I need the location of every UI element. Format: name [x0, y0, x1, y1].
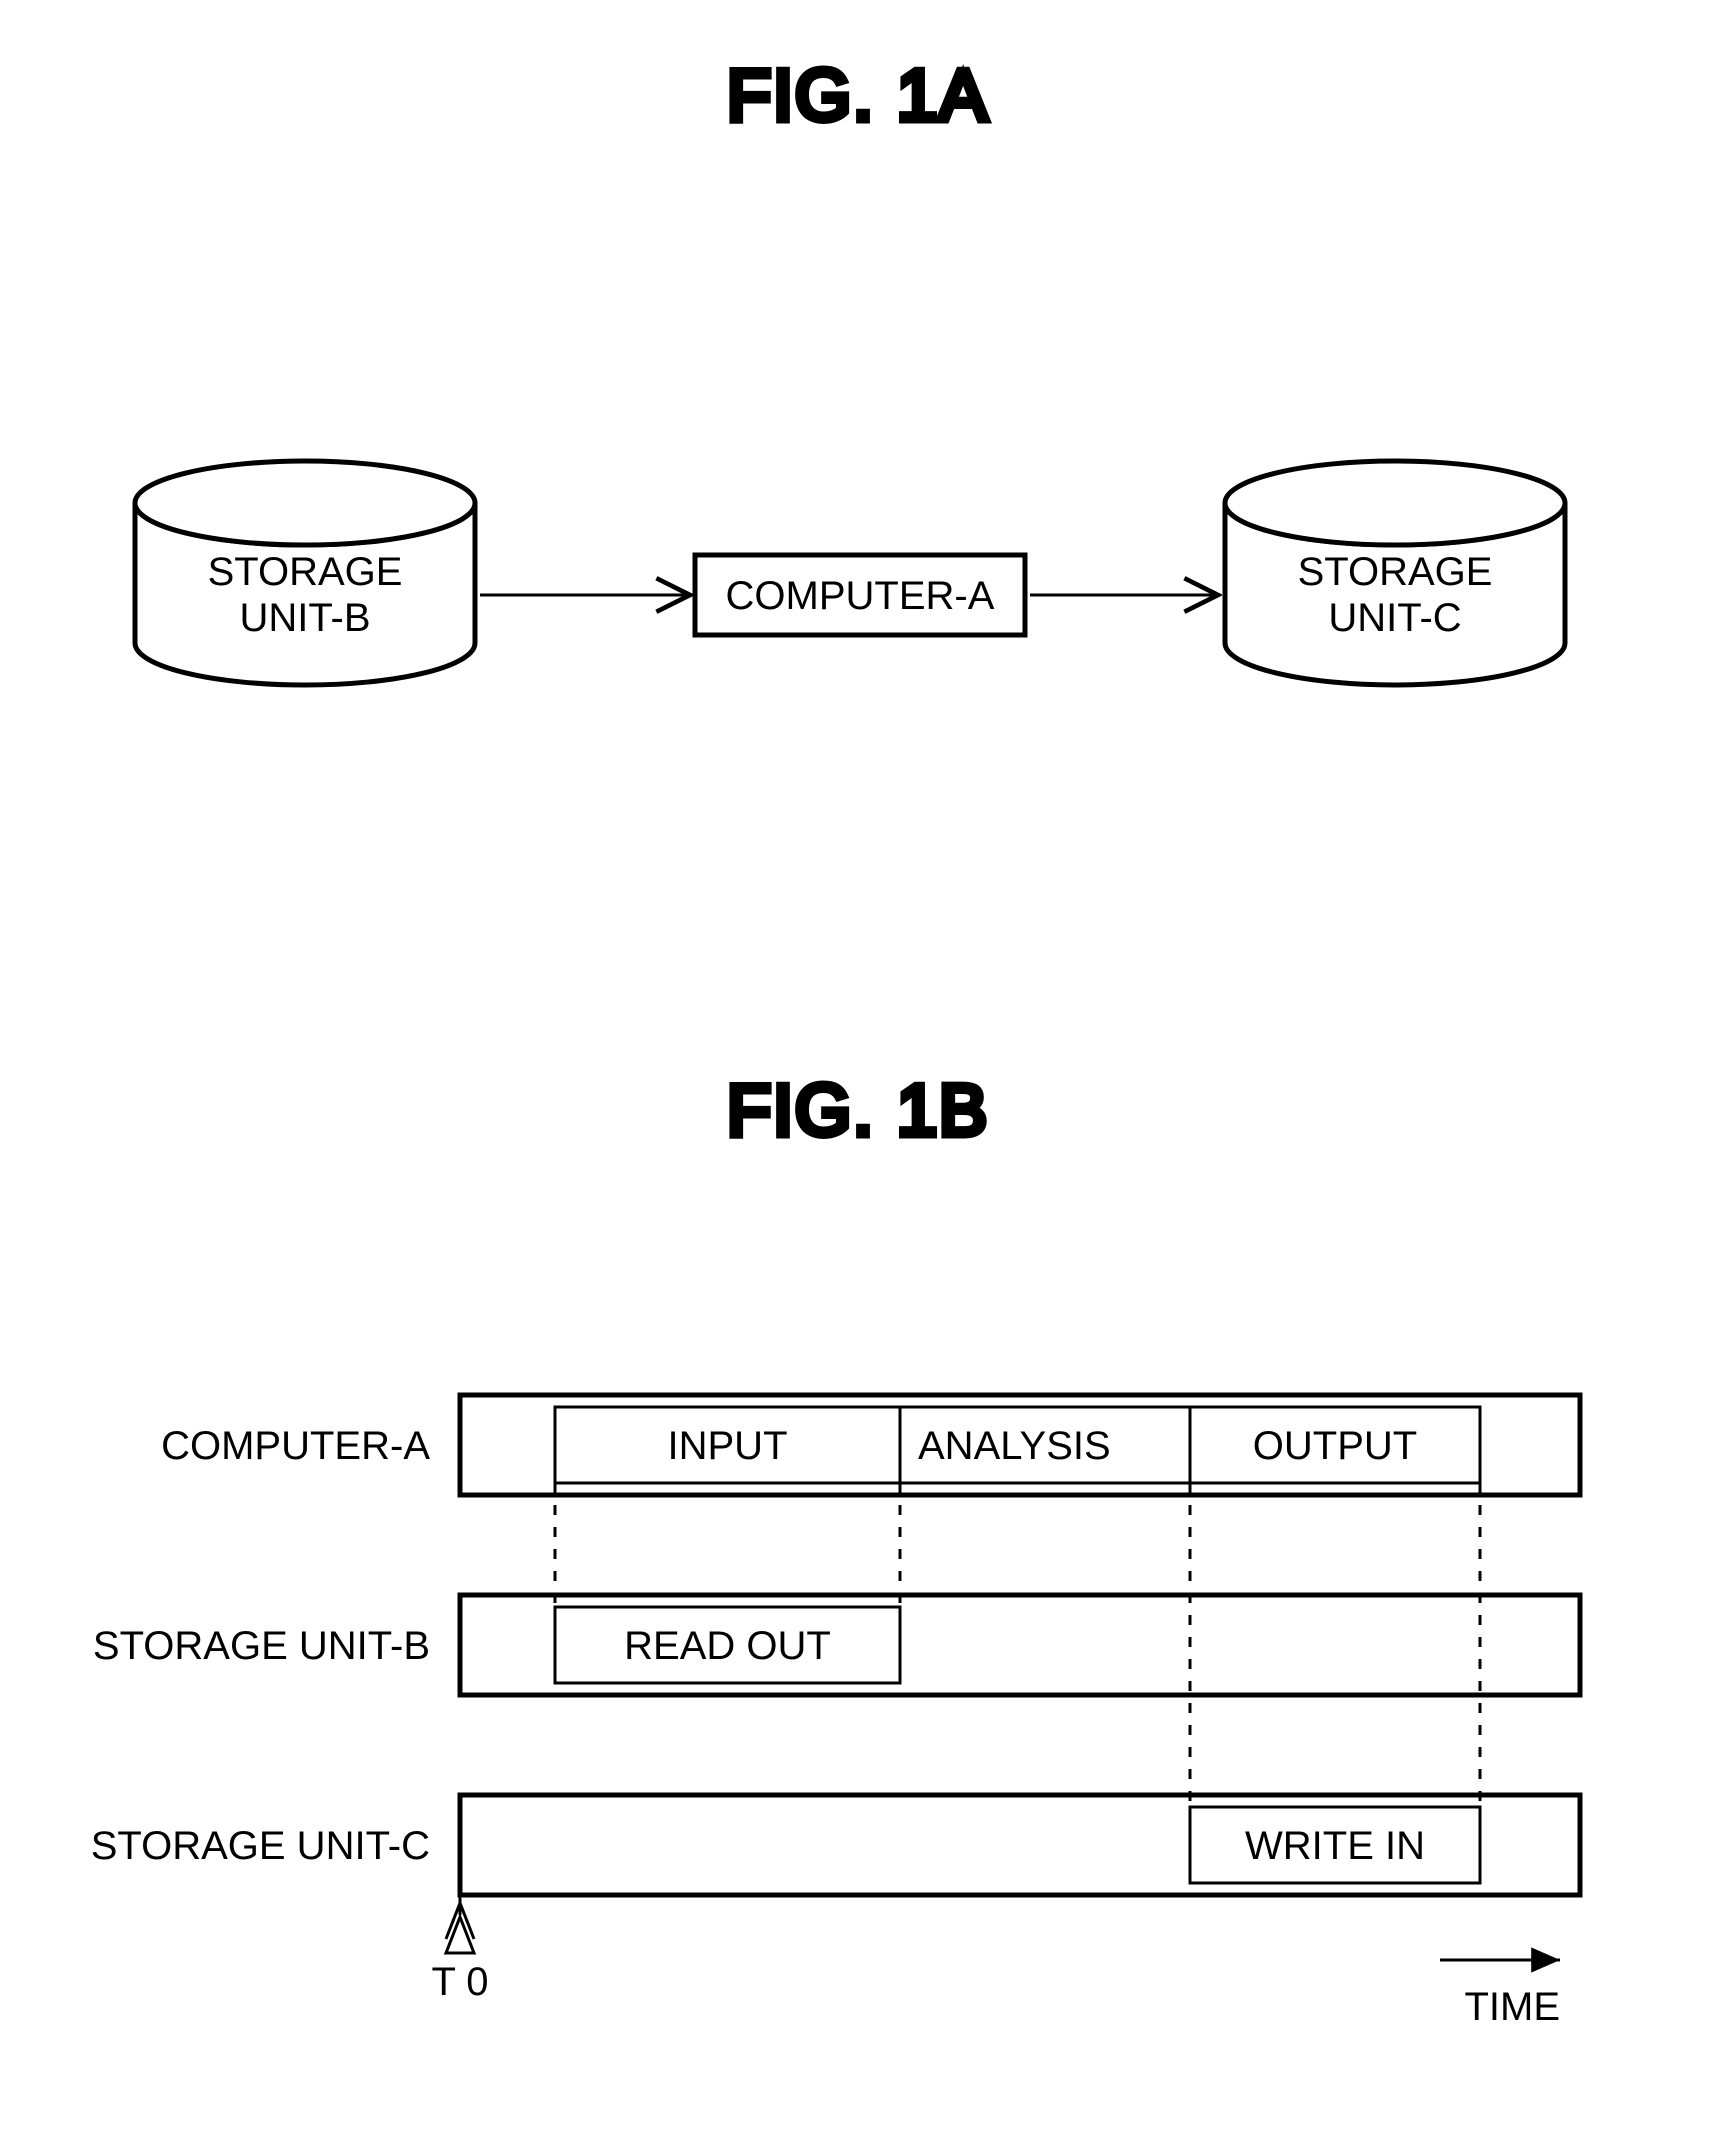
box-analysis-label: ANALYSIS: [918, 1424, 1111, 1468]
box-output-label: OUTPUT: [1253, 1424, 1417, 1468]
storage-unit-c-label2: UNIT-C: [1328, 596, 1461, 640]
lane-computer-a-label: COMPUTER-A: [161, 1424, 430, 1468]
storage-unit-c: STORAGEUNIT-C: [1225, 461, 1565, 685]
time-label: TIME: [1464, 1985, 1560, 2029]
storage-unit-b-label2: UNIT-B: [239, 596, 370, 640]
box-input-label: INPUT: [668, 1424, 788, 1468]
storage-unit-b-label1: STORAGE: [208, 550, 403, 594]
box-readout-label: READ OUT: [624, 1624, 831, 1668]
lane-storage-b-label: STORAGE UNIT-B: [93, 1624, 430, 1668]
storage-unit-c-label1: STORAGE: [1298, 550, 1493, 594]
svg-text:FIG. 1B: FIG. 1B: [727, 1071, 989, 1151]
computer-a-label: COMPUTER-A: [726, 574, 995, 618]
storage-unit-b: STORAGEUNIT-B: [135, 461, 475, 685]
t0-label: T 0: [431, 1960, 488, 2004]
box-writein-label: WRITE IN: [1245, 1824, 1425, 1868]
svg-text:FIG. 1A: FIG. 1A: [727, 56, 989, 136]
lane-storage-c-label: STORAGE UNIT-C: [91, 1824, 430, 1868]
